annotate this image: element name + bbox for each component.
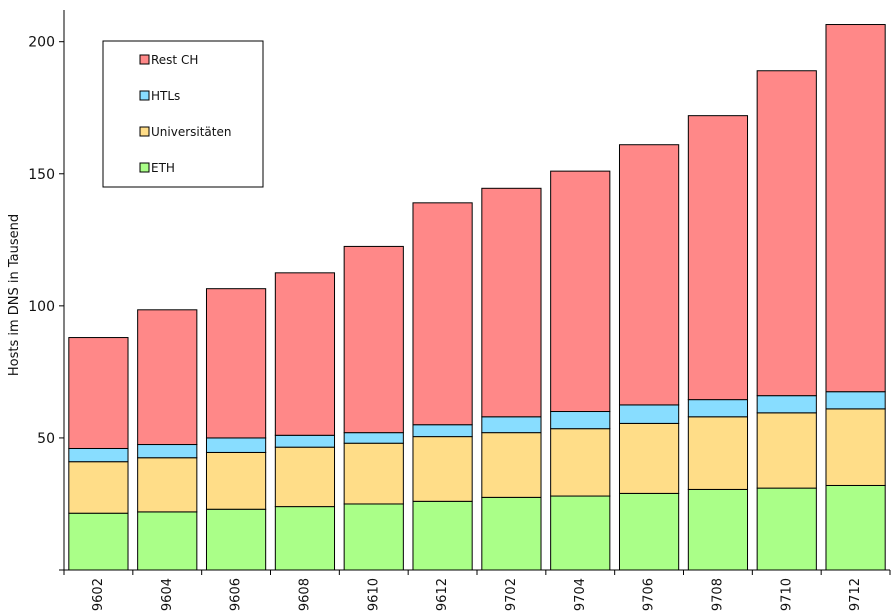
bar-segment-htls-9706 xyxy=(618,404,680,424)
bar-segment-universit-ten-9706 xyxy=(618,422,680,494)
bar-segment-eth-9706 xyxy=(618,492,680,571)
legend-swatch-htls xyxy=(139,90,150,101)
x-tick-label-9702: 9702 xyxy=(504,578,519,611)
bar-segment-rest-ch-9606 xyxy=(205,288,267,439)
bars-layer xyxy=(68,24,886,571)
x-tick-label-9610: 9610 xyxy=(366,578,381,611)
legend-label-eth: ETH xyxy=(151,161,175,175)
bar-segment-universit-ten-9606 xyxy=(205,451,267,510)
y-tick-label: 100 xyxy=(28,299,55,315)
bar-segment-rest-ch-9602 xyxy=(68,337,129,449)
x-tick-label-9608: 9608 xyxy=(297,578,312,611)
y-ticks: 50 100 150 200 xyxy=(28,35,64,571)
x-ticks: 9602 9604 9606 9608 9610 9612 9702 9704 9706 9708… xyxy=(63,570,891,611)
bar-segment-universit-ten-9710 xyxy=(756,412,817,489)
bar-segment-rest-ch-9706 xyxy=(618,144,680,406)
bar-segment-htls-9704 xyxy=(550,411,611,430)
bar-segment-universit-ten-9610 xyxy=(343,442,404,505)
bar-segment-rest-ch-9604 xyxy=(137,309,198,446)
legend-label-rest-ch: Rest CH xyxy=(151,53,198,67)
bar-segment-eth-9712 xyxy=(825,484,886,571)
bar-segment-rest-ch-9712 xyxy=(825,24,886,393)
legend-label-htls: HTLs xyxy=(151,89,180,103)
x-tick-label-9602: 9602 xyxy=(91,578,106,611)
legend: Rest CH HTLs Universitäten ETH xyxy=(102,40,264,188)
bar-segment-eth-9704 xyxy=(550,495,611,571)
legend-box xyxy=(102,40,264,188)
bar-segment-htls-9606 xyxy=(205,437,267,453)
bar-segment-rest-ch-9704 xyxy=(550,170,611,413)
bar-segment-htls-9610 xyxy=(343,432,404,444)
x-tick-label-9612: 9612 xyxy=(435,578,450,611)
bar-segment-htls-9708 xyxy=(687,399,749,418)
bar-segment-rest-ch-9612 xyxy=(412,202,473,426)
bar-segment-htls-9612 xyxy=(412,424,473,438)
legend-swatch-eth xyxy=(139,162,150,173)
bar-segment-eth-9610 xyxy=(343,503,404,571)
bar-segment-eth-9702 xyxy=(481,496,542,571)
bar-segment-rest-ch-9710 xyxy=(756,70,817,397)
bar-segment-universit-ten-9704 xyxy=(550,428,611,497)
bar-segment-universit-ten-9712 xyxy=(825,408,886,486)
x-tick-label-9606: 9606 xyxy=(229,578,244,611)
bar-segment-eth-9602 xyxy=(68,512,129,571)
bar-segment-universit-ten-9608 xyxy=(274,446,336,508)
bar-segment-htls-9710 xyxy=(756,395,817,414)
y-tick-label: 50 xyxy=(37,431,55,447)
bar-segment-eth-9606 xyxy=(205,508,267,571)
bar-segment-universit-ten-9612 xyxy=(412,436,473,502)
legend-swatch-universit-ten xyxy=(139,126,150,137)
bar-segment-htls-9608 xyxy=(274,434,336,448)
bar-segment-htls-9604 xyxy=(137,444,198,459)
bar-segment-eth-9604 xyxy=(137,511,198,571)
x-tick-label-9708: 9708 xyxy=(710,578,725,611)
bar-segment-htls-9712 xyxy=(825,391,886,410)
bar-segment-universit-ten-9708 xyxy=(687,416,749,490)
y-axis-label: Hosts im DNS in Tausend xyxy=(7,214,22,376)
x-tick-label-9712: 9712 xyxy=(848,578,863,611)
bar-segment-htls-9602 xyxy=(68,447,129,463)
y-tick-label: 200 xyxy=(28,35,55,51)
legend-swatch-rest-ch xyxy=(139,54,150,65)
bar-segment-htls-9702 xyxy=(481,416,542,434)
bar-segment-rest-ch-9608 xyxy=(274,272,336,436)
bar-segment-eth-9612 xyxy=(412,500,473,571)
legend-label-universit-ten: Universitäten xyxy=(151,125,231,139)
bar-segment-rest-ch-9702 xyxy=(481,187,542,418)
bar-segment-universit-ten-9702 xyxy=(481,432,542,498)
bar-segment-eth-9608 xyxy=(274,506,336,571)
bar-segment-eth-9708 xyxy=(687,488,749,571)
y-tick-label: 150 xyxy=(28,167,55,183)
bar-segment-rest-ch-9708 xyxy=(687,115,749,401)
bar-segment-universit-ten-9604 xyxy=(137,457,198,513)
bar-segment-universit-ten-9602 xyxy=(68,461,129,514)
bar-segment-eth-9710 xyxy=(756,487,817,571)
x-tick-label-9604: 9604 xyxy=(160,578,175,611)
x-tick-label-9706: 9706 xyxy=(642,578,657,611)
bar-segment-rest-ch-9610 xyxy=(343,245,404,434)
x-tick-label-9704: 9704 xyxy=(573,578,588,611)
x-tick-label-9710: 9710 xyxy=(779,578,794,611)
